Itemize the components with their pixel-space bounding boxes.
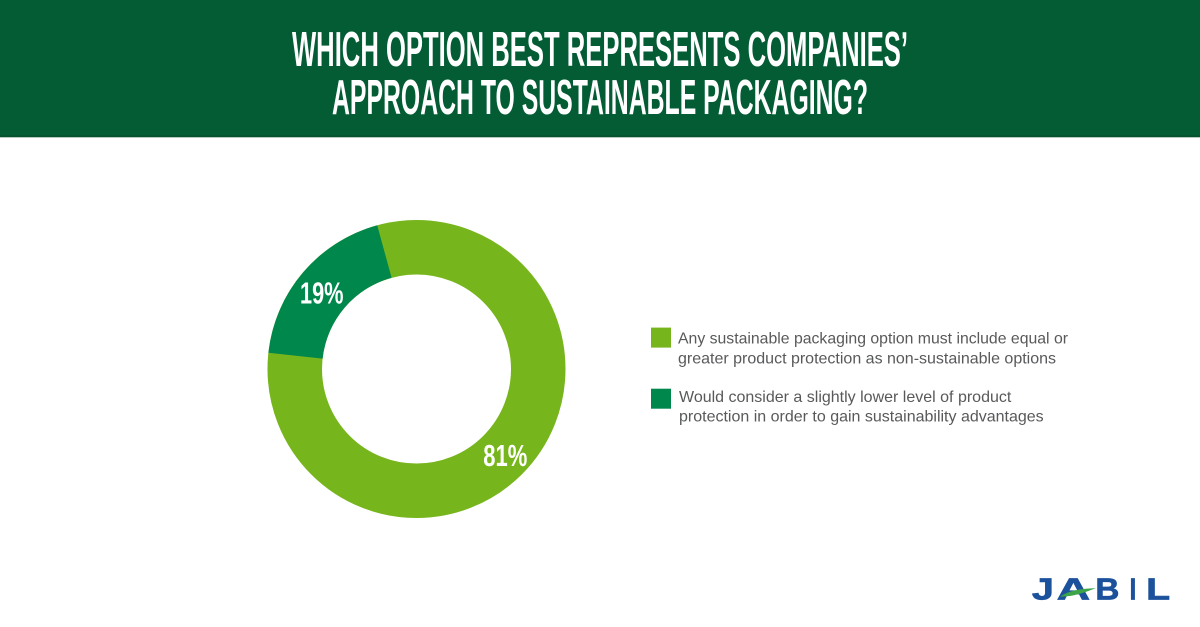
svg-text:L: L [1146,571,1170,606]
svg-text:19%: 19% [300,277,344,311]
svg-text:81%: 81% [483,438,527,473]
svg-text:B: B [1095,571,1119,606]
svg-text:J: J [1032,571,1054,606]
svg-text:Would consider a slightly lowe: Would consider a slightly lower level of… [679,389,1012,406]
svg-text:greater product protection as: greater product protection as non-sustai… [678,351,1056,368]
svg-text:protection in order to gain su: protection in order to gain sustainabili… [679,409,1044,426]
svg-text:A: A [1057,571,1091,606]
svg-text:I: I [1130,571,1137,606]
svg-text:Any sustainable packaging opti: Any sustainable packaging option must in… [678,330,1069,347]
svg-text:APPROACH TO SUSTAINABLE PACKAG: APPROACH TO SUSTAINABLE PACKAGING? [332,71,868,125]
svg-text:WHICH OPTION BEST REPRESENTS C: WHICH OPTION BEST REPRESENTS COMPANIES’ [292,23,908,77]
